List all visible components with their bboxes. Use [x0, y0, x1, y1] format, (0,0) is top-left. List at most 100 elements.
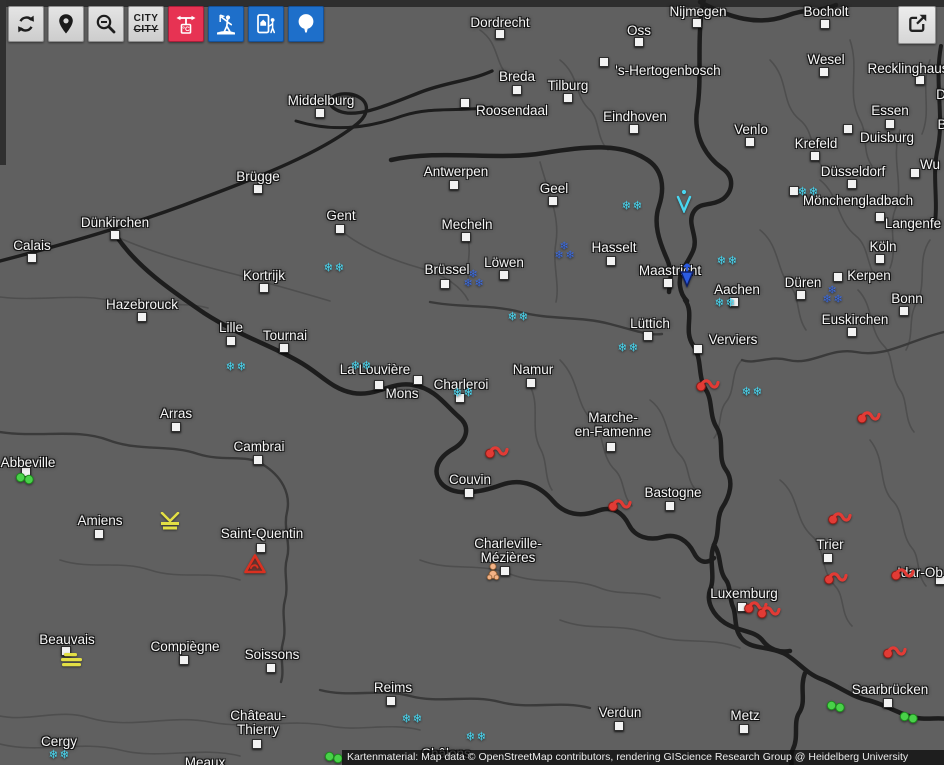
- city-marker: [745, 137, 755, 147]
- refresh-button[interactable]: [8, 6, 44, 42]
- light-snowfall-symbol[interactable]: ❄ ❄: [48, 747, 70, 762]
- locate-button[interactable]: [48, 6, 84, 42]
- freezing-rain-symbol[interactable]: [607, 497, 633, 513]
- mobile-report-layer-button[interactable]: [248, 6, 284, 42]
- city-marker: [643, 331, 653, 341]
- city-label: Recklinghaus: [867, 61, 944, 76]
- city-marker: [820, 19, 830, 29]
- person-report-symbol[interactable]: [486, 563, 500, 582]
- drizzle-symbol[interactable]: [899, 711, 919, 725]
- city-label: Middelburg: [287, 93, 355, 108]
- city-label: Marche-en-Famenne: [574, 410, 652, 439]
- heavy-snowfall-symbol[interactable]: ❄ ❄ ❄: [554, 239, 575, 262]
- drizzle-symbol[interactable]: [324, 751, 344, 765]
- slippery-road-warning-symbol[interactable]: [244, 554, 266, 574]
- city-marker: [875, 212, 885, 222]
- fog-symbol[interactable]: [60, 652, 84, 668]
- light-snowfall-symbol[interactable]: ❄ ❄: [797, 184, 819, 199]
- drizzle-symbol[interactable]: [826, 700, 846, 714]
- zoom-out-button[interactable]: [88, 6, 124, 42]
- drizzle-symbol[interactable]: [15, 472, 35, 486]
- freezing-rain-symbol[interactable]: [890, 566, 916, 582]
- city-label: 's-Hertogenbosch: [615, 63, 721, 78]
- weather-station-layer-button[interactable]: °C: [168, 6, 204, 42]
- light-snowfall-symbol[interactable]: ❄ ❄: [225, 359, 247, 374]
- city-label: Charleroi: [433, 377, 489, 392]
- city-marker: [279, 343, 289, 353]
- city-label: Gent: [326, 208, 356, 223]
- city-label: Abbeville: [0, 455, 56, 470]
- freezing-rain-symbol[interactable]: [484, 444, 510, 460]
- city-label: Eindhoven: [603, 109, 667, 124]
- freezing-rain-symbol[interactable]: [856, 409, 882, 425]
- heavy-snowfall-symbol[interactable]: ❄ ❄ ❄: [822, 283, 843, 306]
- city-label: Kortrijk: [242, 268, 286, 283]
- blowing-snow-symbol[interactable]: [160, 512, 180, 530]
- light-snowfall-symbol[interactable]: ❄ ❄: [452, 385, 474, 400]
- surveyor-person-icon: [214, 12, 238, 36]
- city-marker: [692, 18, 702, 28]
- city-labels-toggle-button[interactable]: CITY CITY: [128, 6, 164, 42]
- city-marker: [875, 254, 885, 264]
- light-snowfall-symbol[interactable]: ❄ ❄: [621, 198, 643, 213]
- city-marker: [27, 253, 37, 263]
- city-label: Charleville- Mézières: [474, 536, 542, 565]
- city-marker: [599, 57, 609, 67]
- city-marker: [461, 232, 471, 242]
- city-label: Verviers: [708, 332, 758, 347]
- city-label: Tilburg: [547, 78, 589, 93]
- city-marker: [935, 575, 944, 585]
- city-label: Cergy: [40, 734, 78, 749]
- city-marker: [883, 698, 893, 708]
- city-marker: [823, 553, 833, 563]
- freezing-rain-double-symbol[interactable]: [743, 599, 783, 621]
- light-snowfall-symbol[interactable]: ❄ ❄: [716, 253, 738, 268]
- city-label: Langenfe: [884, 216, 942, 231]
- city-marker: [629, 124, 639, 134]
- city-marker: [252, 739, 262, 749]
- city-label: Saarbrücken: [851, 682, 929, 697]
- surveyor-layer-button[interactable]: [208, 6, 244, 42]
- heavy-snowfall-symbol[interactable]: ❄ ❄ ❄: [463, 267, 484, 290]
- share-button[interactable]: [898, 6, 936, 44]
- graupel-outline-symbol[interactable]: [675, 189, 693, 213]
- light-snowfall-symbol[interactable]: ❄ ❄: [714, 295, 736, 310]
- city-label: Lüttich: [630, 316, 670, 331]
- graupel-symbol[interactable]: [678, 262, 696, 288]
- light-snowfall-symbol[interactable]: ❄ ❄: [507, 309, 529, 324]
- freezing-rain-symbol[interactable]: [823, 570, 849, 586]
- light-snowfall-symbol[interactable]: ❄ ❄: [465, 729, 487, 744]
- zoom-out-minus-icon: [94, 12, 118, 36]
- freezing-rain-symbol[interactable]: [827, 510, 853, 526]
- city-marker: [94, 529, 104, 539]
- light-snowfall-symbol[interactable]: ❄ ❄: [741, 384, 763, 399]
- city-label: Breda: [498, 69, 536, 84]
- light-snowfall-symbol[interactable]: ❄ ❄: [323, 260, 345, 275]
- balloon-icon: [294, 12, 318, 36]
- light-snowfall-symbol[interactable]: ❄ ❄: [350, 358, 372, 373]
- city-marker: [110, 230, 120, 240]
- balloon-layer-button[interactable]: [288, 6, 324, 42]
- city-label: Verdun: [598, 705, 642, 720]
- city-marker: [693, 344, 703, 354]
- city-marker: [729, 297, 739, 307]
- city-label: Geel: [539, 181, 569, 196]
- city-label: Aachen: [714, 282, 760, 297]
- refresh-icon: [14, 12, 38, 36]
- city-marker: [413, 375, 423, 385]
- city-marker: [526, 378, 536, 388]
- freezing-rain-symbol[interactable]: [882, 644, 908, 660]
- city-marker: [606, 256, 616, 266]
- city-label: Soissons: [244, 647, 300, 662]
- city-label: B: [937, 117, 944, 132]
- light-snowfall-symbol[interactable]: ❄ ❄: [401, 711, 423, 726]
- city-marker: [256, 543, 266, 553]
- city-marker: [810, 151, 820, 161]
- light-snowfall-symbol[interactable]: ❄ ❄: [617, 340, 639, 355]
- city-marker: [259, 283, 269, 293]
- city-label: D: [936, 87, 944, 102]
- city-label: Beauvais: [39, 632, 95, 647]
- freezing-rain-symbol[interactable]: [695, 377, 721, 393]
